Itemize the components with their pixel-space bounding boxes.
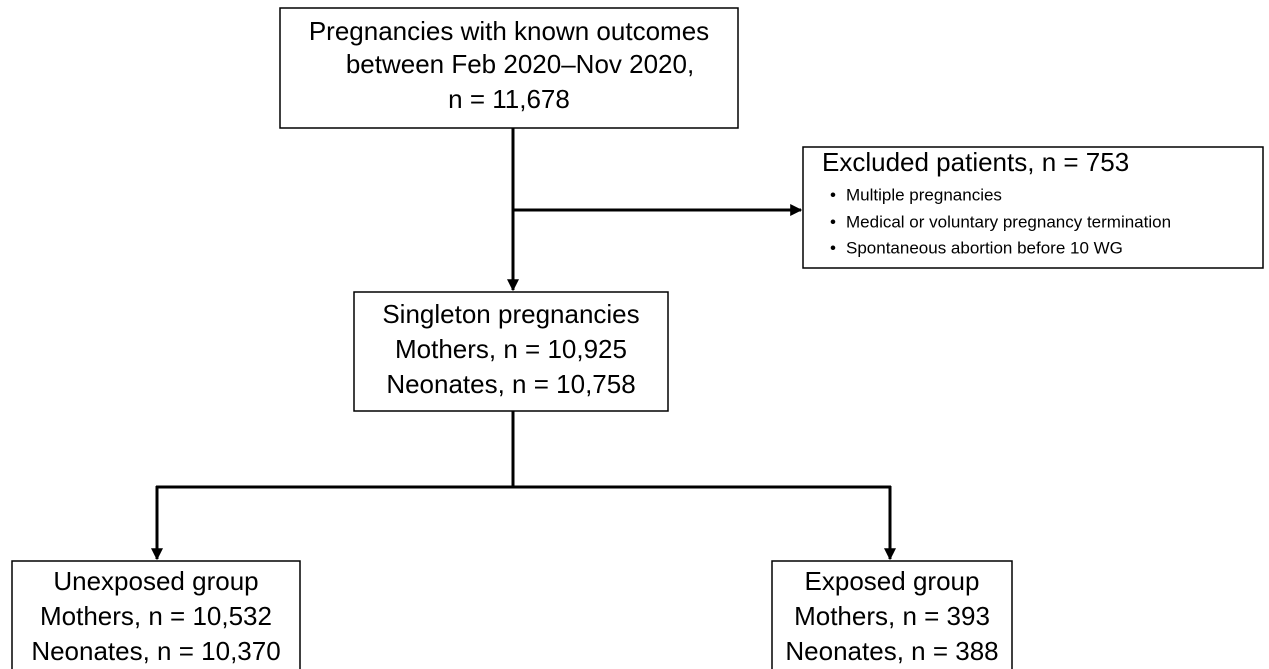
node-text: between Feb 2020–Nov 2020, <box>346 49 694 79</box>
excluded-box <box>802 146 1264 269</box>
node-text: n = 11,678 <box>448 84 570 114</box>
node-box <box>279 7 739 129</box>
excluded-item: Spontaneous abortion before 10 WG <box>846 238 1123 257</box>
bullet: • <box>830 238 836 257</box>
node-text: Mothers, n = 10,532 <box>40 601 272 631</box>
node-text: Mothers, n = 393 <box>794 601 990 631</box>
node-text: Neonates, n = 10,370 <box>31 636 280 666</box>
excluded-title: Excluded patients, n = 753 <box>822 147 1129 177</box>
texts: Pregnancies with known outcomes between … <box>31 16 1171 666</box>
node-box <box>11 560 301 669</box>
node-text: Exposed group <box>805 566 980 596</box>
node-text: Mothers, n = 10,925 <box>395 334 627 364</box>
excluded-item: Multiple pregnancies <box>846 185 1002 204</box>
node-box <box>771 560 1013 669</box>
node-text: Neonates, n = 10,758 <box>386 369 635 399</box>
node-text: Pregnancies with known outcomes <box>309 16 709 46</box>
excluded-item: Medical or voluntary pregnancy terminati… <box>846 212 1171 231</box>
node-text: Neonates, n = 388 <box>785 636 998 666</box>
node-text: Singleton pregnancies <box>382 299 639 329</box>
bullet: • <box>830 212 836 231</box>
node-text: Unexposed group <box>53 566 258 596</box>
node-box <box>353 291 669 412</box>
bullet: • <box>830 185 836 204</box>
